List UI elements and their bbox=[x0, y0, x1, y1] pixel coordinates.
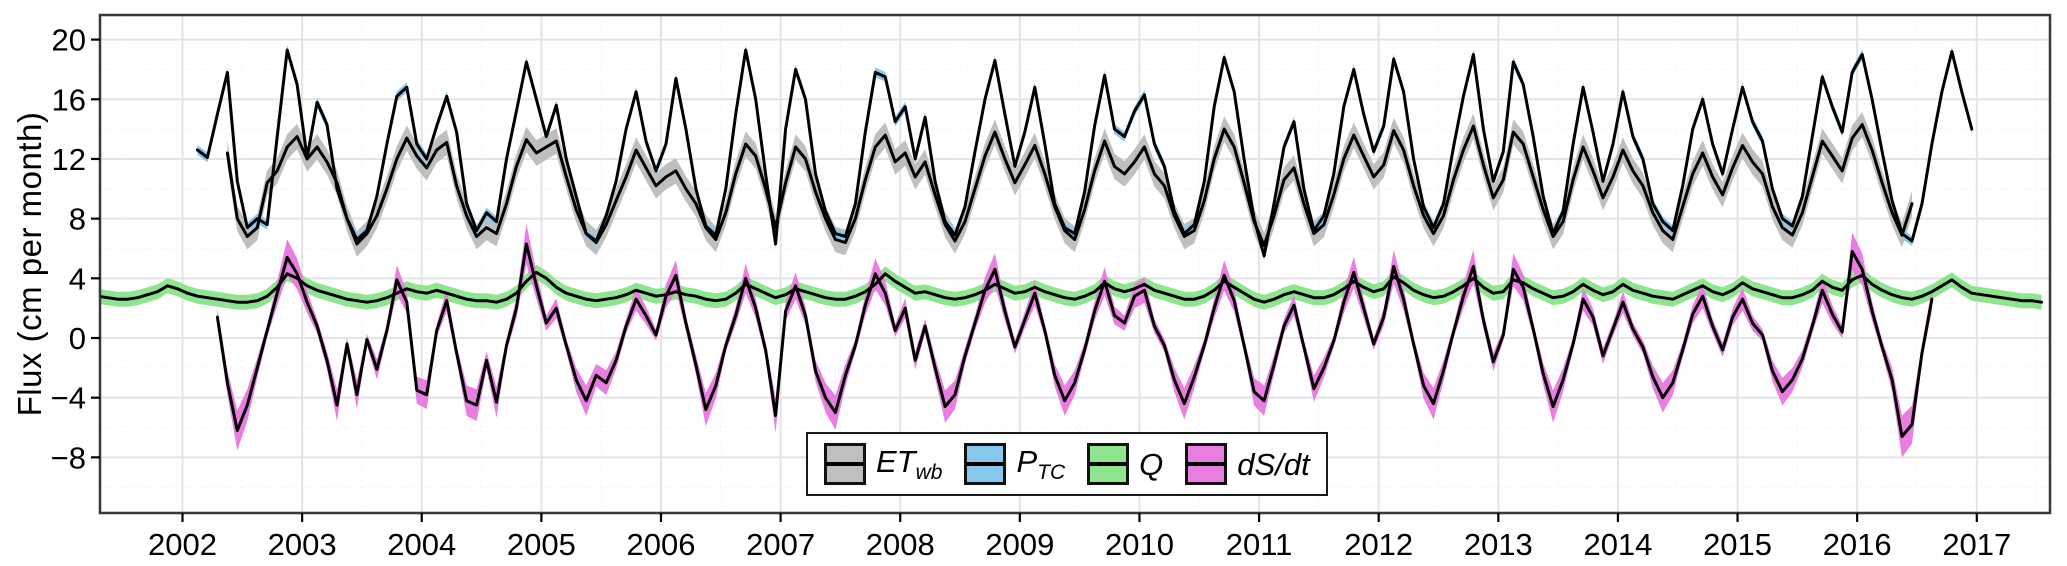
legend-key-ptc-swatch bbox=[964, 443, 1007, 485]
y-tick-label: 16 bbox=[52, 82, 86, 117]
legend-key-q-swatch bbox=[1087, 443, 1130, 485]
legend-key-q-line-icon bbox=[1089, 462, 1128, 466]
x-tick-label: 2008 bbox=[866, 527, 935, 562]
x-tick-label: 2012 bbox=[1344, 527, 1413, 562]
legend-item-q: Q bbox=[1087, 443, 1163, 485]
x-tick-label: 2005 bbox=[507, 527, 576, 562]
y-tick-label: 20 bbox=[52, 23, 86, 58]
x-tick-label: 2013 bbox=[1464, 527, 1533, 562]
series-etwb-line bbox=[225, 123, 1914, 247]
legend-label-etwb: ETwb bbox=[876, 443, 943, 484]
x-tick-label: 2015 bbox=[1703, 527, 1772, 562]
x-tick-label: 2011 bbox=[1226, 527, 1293, 562]
y-tick-label: −8 bbox=[51, 440, 86, 475]
legend-label-ptc: PTC bbox=[1016, 443, 1066, 484]
x-tick-label: 2014 bbox=[1583, 527, 1652, 562]
x-tick-label: 2016 bbox=[1823, 527, 1892, 562]
y-tick-label: −4 bbox=[51, 381, 86, 416]
series-ptc-line bbox=[196, 48, 1974, 258]
legend-item-etwb: ETwb bbox=[824, 443, 942, 485]
series-q-line bbox=[100, 270, 2044, 304]
x-tick-label: 2010 bbox=[1105, 527, 1174, 562]
x-tick-label: 2003 bbox=[268, 527, 337, 562]
legend-label-q: Q bbox=[1139, 446, 1164, 482]
series-layer bbox=[100, 45, 2044, 458]
legend-label-dsdt: dS/dt bbox=[1237, 446, 1310, 482]
x-tick-label: 2009 bbox=[985, 527, 1054, 562]
legend-item-dsdt: dS/dt bbox=[1185, 443, 1310, 485]
x-tick-labels: 2002 2003 2004 2005 2006 2007 2008 2009 2010 2011… bbox=[148, 527, 2011, 562]
legend-item-ptc: PTC bbox=[964, 443, 1065, 485]
axis-ticks bbox=[91, 38, 1978, 522]
legend-key-etwb-line-icon bbox=[826, 462, 864, 466]
legend-key-ptc-line-icon bbox=[966, 462, 1005, 466]
y-tick-label: 8 bbox=[69, 202, 86, 237]
y-tick-label: 4 bbox=[69, 261, 86, 296]
legend-key-dsdt-swatch bbox=[1185, 443, 1228, 485]
y-tick-label: 12 bbox=[52, 142, 86, 177]
x-tick-label: 2017 bbox=[1942, 527, 2011, 562]
panel-border bbox=[98, 13, 2052, 515]
minor-gridlines bbox=[100, 15, 2050, 513]
legend-key-etwb-swatch bbox=[824, 443, 866, 485]
x-tick-label: 2002 bbox=[148, 527, 217, 562]
x-tick-label: 2006 bbox=[626, 527, 695, 562]
legend-key-dsdt-line-icon bbox=[1187, 462, 1226, 466]
y-tick-labels: 20 16 12 8 4 0 −4 −8 bbox=[51, 23, 86, 476]
x-tick-label: 2004 bbox=[387, 527, 456, 562]
series-dsdt-line bbox=[215, 242, 1934, 438]
panel-background bbox=[100, 15, 2050, 513]
y-tick-label: 0 bbox=[69, 321, 86, 356]
x-tick-label: 2007 bbox=[746, 527, 815, 562]
y-axis-title: Flux (cm per month) bbox=[11, 111, 48, 417]
